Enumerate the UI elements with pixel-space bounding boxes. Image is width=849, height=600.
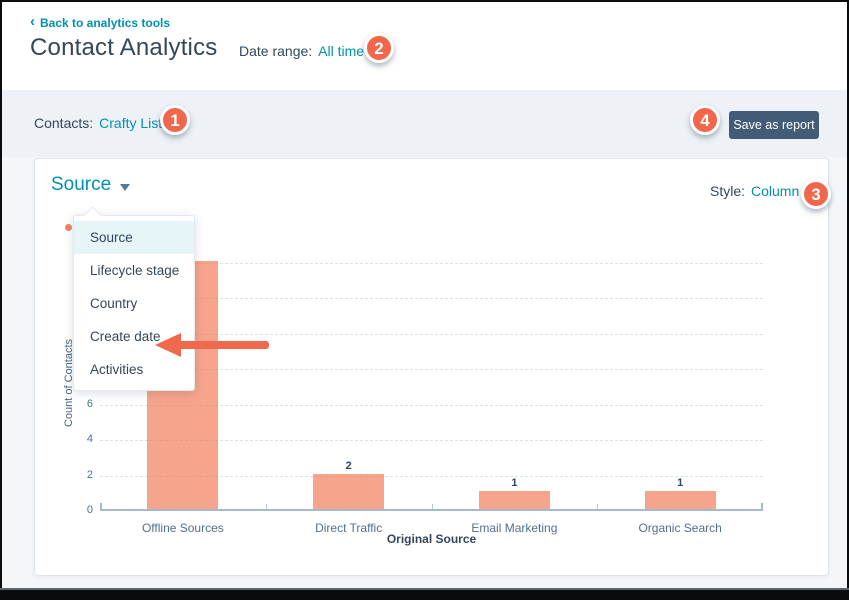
gridline-14 (100, 263, 763, 264)
x-category-label: Email Marketing (471, 521, 558, 535)
gridline-10 (100, 333, 763, 335)
report-card: Source Style: Column Count of Contacts 0… (34, 158, 829, 576)
style-value[interactable]: Column (751, 183, 800, 199)
date-range-label: Date range: (239, 43, 313, 59)
menu-item-source[interactable]: Source (74, 221, 194, 254)
style-label: Style: (710, 183, 746, 199)
menu-item-create-date[interactable]: Create date (90, 329, 161, 344)
metric-dropdown[interactable]: Source (51, 174, 131, 196)
y-tick-label-2: 2 (86, 468, 93, 481)
contacts-list-dropdown[interactable]: Contacts: Crafty List (34, 115, 177, 131)
menu-item-activities[interactable]: Activities (90, 362, 144, 377)
date-range-value[interactable]: All time (318, 43, 365, 59)
x-axis-line (100, 509, 763, 511)
x-axis-end-tick (100, 503, 102, 511)
y-tick-label-6: 6 (86, 397, 93, 410)
x-axis-tick (597, 504, 599, 509)
chart-plot-area: Offline Sources 2 Direct Traffic 1 Email Mar… (100, 261, 763, 535)
annotation-badge-2: 2 (364, 33, 394, 63)
x-category-label: Offline Sources (141, 521, 224, 535)
contacts-list-value[interactable]: Crafty List (99, 115, 163, 131)
gridline-4 (100, 440, 763, 442)
gridline-6 (100, 404, 763, 406)
bar-value-label: 1 (511, 477, 518, 490)
back-link-label: Back to analytics tools (40, 16, 171, 30)
annotation-badge-3: 3 (801, 179, 831, 209)
bar-value-label: 2 (345, 459, 352, 472)
gridline-2 (100, 475, 763, 477)
bar-email-marketing[interactable] (478, 491, 550, 509)
metric-dropdown-value: Source (51, 174, 112, 195)
bar-value-label: 1 (677, 477, 684, 490)
menu-item-country[interactable]: Country (90, 296, 138, 311)
y-tick-label-0: 0 (86, 504, 93, 516)
x-category-label: Organic Search (638, 521, 722, 535)
chevron-down-icon (120, 183, 131, 191)
gridline-12 (100, 298, 763, 300)
metric-dropdown-menu: Source Lifecycle stage Country Create da… (73, 206, 195, 391)
date-range-dropdown[interactable]: Date range: All time (239, 43, 379, 59)
bar-direct-traffic[interactable] (313, 473, 385, 509)
contacts-label: Contacts: (34, 115, 94, 131)
y-tick-label-4: 4 (86, 433, 93, 446)
window-bottom-edge (0, 588, 849, 600)
series-legend-dot-icon (65, 224, 72, 231)
page-title: Contact Analytics (30, 34, 218, 61)
x-axis-tick (265, 504, 267, 509)
menu-item-lifecycle-stage[interactable]: Lifecycle stage (90, 263, 180, 278)
save-as-report-button[interactable]: Save as report (729, 111, 819, 139)
gridline-8 (100, 369, 763, 371)
back-to-analytics-link[interactable]: ‹ Back to analytics tools (30, 13, 171, 30)
bar-organic-search[interactable] (644, 491, 716, 509)
annotation-badge-1: 1 (160, 105, 190, 135)
x-axis-title: Original Source (386, 532, 477, 546)
x-axis-tick (431, 504, 433, 509)
annotation-badge-4: 4 (690, 105, 720, 135)
chevron-left-icon: ‹ (30, 13, 35, 30)
annotation-arrow-icon (155, 333, 269, 357)
x-category-label: Direct Traffic (315, 521, 383, 535)
x-axis-end-tick (761, 503, 763, 511)
style-dropdown[interactable]: Style: Column (710, 183, 814, 199)
